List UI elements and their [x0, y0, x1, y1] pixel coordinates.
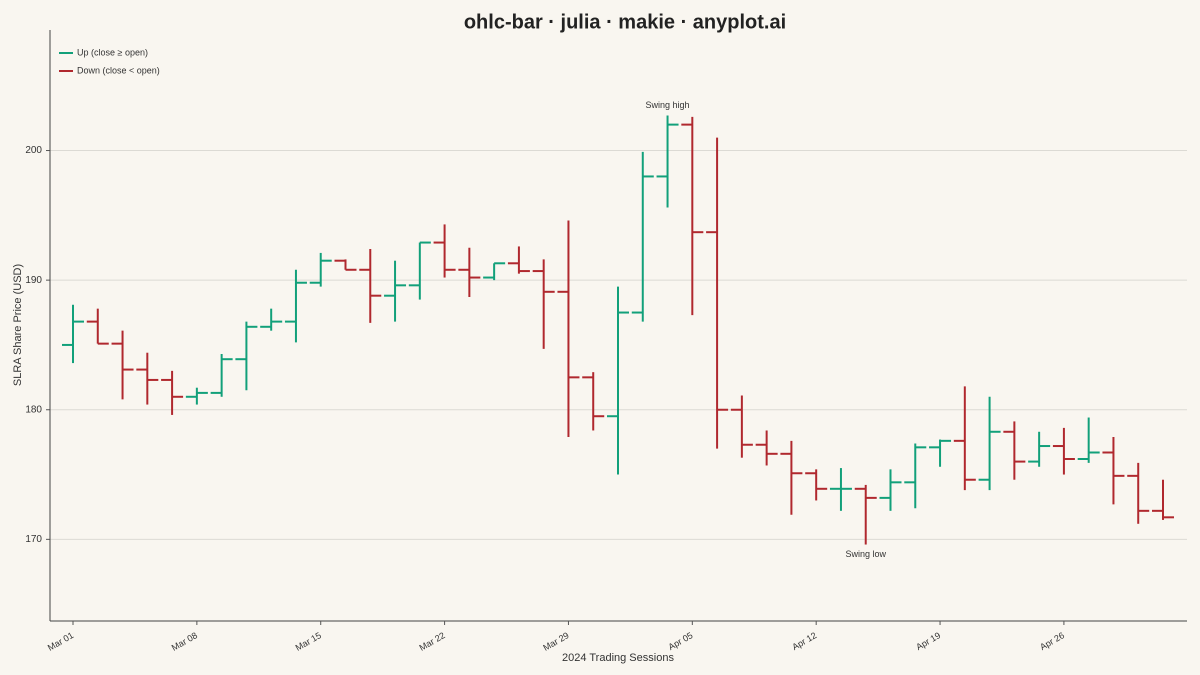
legend-label: Down (close < open) [77, 65, 160, 75]
y-tick-label: 200 [25, 145, 42, 156]
legend-label: Up (close ≥ open) [77, 47, 148, 57]
y-axis-label: SLRA Share Price (USD) [12, 264, 24, 386]
y-tick-label: 170 [25, 534, 42, 545]
x-axis-label: 2024 Trading Sessions [562, 652, 674, 664]
annotation: Swing low [845, 549, 886, 559]
y-tick-label: 190 [25, 275, 42, 286]
y-tick-label: 180 [25, 404, 42, 415]
chart-title: ohlc-bar · julia · makie · anyplot.ai [464, 11, 786, 33]
annotation: Swing high [646, 100, 690, 110]
